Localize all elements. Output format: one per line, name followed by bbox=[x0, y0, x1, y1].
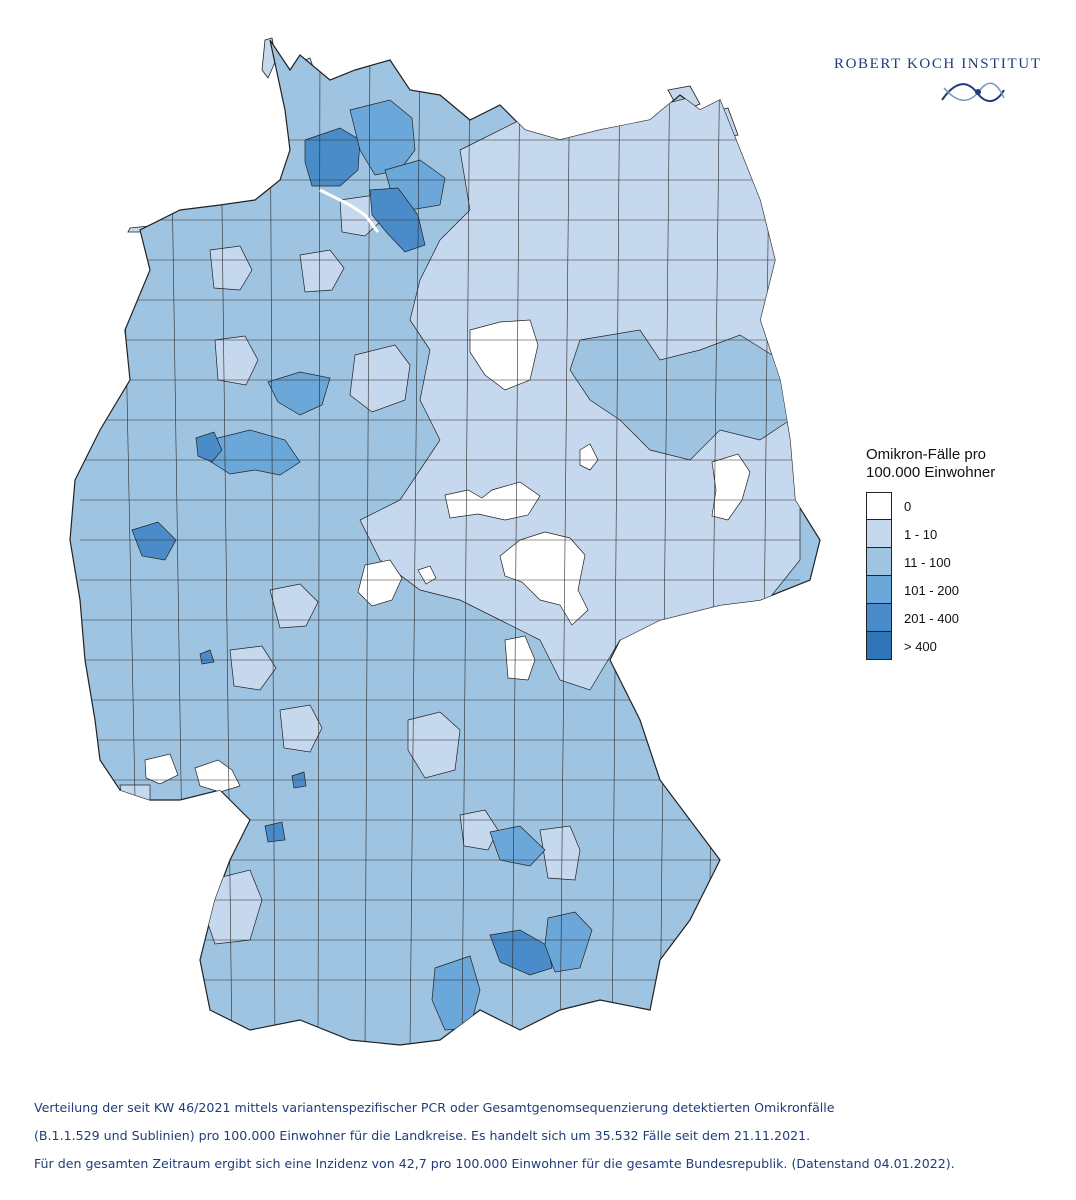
legend-label: 101 - 200 bbox=[904, 582, 959, 598]
legend-swatch bbox=[866, 548, 892, 576]
legend-label: 201 - 400 bbox=[904, 610, 959, 626]
legend-title-line2: 100.000 Einwohner bbox=[866, 464, 996, 481]
legend-label: > 400 bbox=[904, 638, 937, 654]
legend-title-line1: Omikron-Fälle pro bbox=[866, 446, 987, 463]
legend-item: 0 bbox=[866, 492, 1056, 520]
legend-label: 11 - 100 bbox=[904, 554, 951, 570]
caption: Verteilung der seit KW 46/2021 mittels v… bbox=[34, 1094, 1064, 1178]
legend-label: 0 bbox=[904, 498, 912, 514]
legend-items: 0 1 - 10 11 - 100 101 - 200 201 - 400 > 400 bbox=[866, 492, 1056, 660]
logo-text: ROBERT KOCH INSTITUT bbox=[834, 56, 1042, 72]
rki-logo: ROBERT KOCH INSTITUT bbox=[834, 56, 1040, 116]
caption-line-3: Für den gesamten Zeitraum ergibt sich ei… bbox=[34, 1156, 955, 1171]
caption-line-2: (B.1.1.529 und Sublinien) pro 100.000 Ei… bbox=[34, 1128, 811, 1143]
legend-swatch bbox=[866, 576, 892, 604]
legend-item: 11 - 100 bbox=[866, 548, 1056, 576]
high-districts bbox=[131, 99, 593, 1031]
legend-swatch bbox=[866, 604, 892, 632]
rki-wave-mark-icon bbox=[941, 82, 1005, 102]
legend-label: 1 - 10 bbox=[904, 526, 938, 542]
legend-title: Omikron-Fälle pro 100.000 Einwohner bbox=[866, 446, 1056, 482]
legend-swatch bbox=[866, 520, 892, 548]
legend-item: 201 - 400 bbox=[866, 604, 1056, 632]
legend-swatch bbox=[866, 632, 892, 660]
caption-line-1: Verteilung der seit KW 46/2021 mittels v… bbox=[34, 1100, 835, 1115]
legend-swatch bbox=[866, 492, 892, 520]
legend-item: > 400 bbox=[866, 632, 1056, 660]
legend-item: 1 - 10 bbox=[866, 520, 1056, 548]
legend-item: 101 - 200 bbox=[866, 576, 1056, 604]
legend: Omikron-Fälle pro 100.000 Einwohner 0 1 -… bbox=[866, 446, 1056, 660]
saxony-border-region bbox=[569, 329, 791, 461]
river-elbe bbox=[319, 188, 380, 233]
